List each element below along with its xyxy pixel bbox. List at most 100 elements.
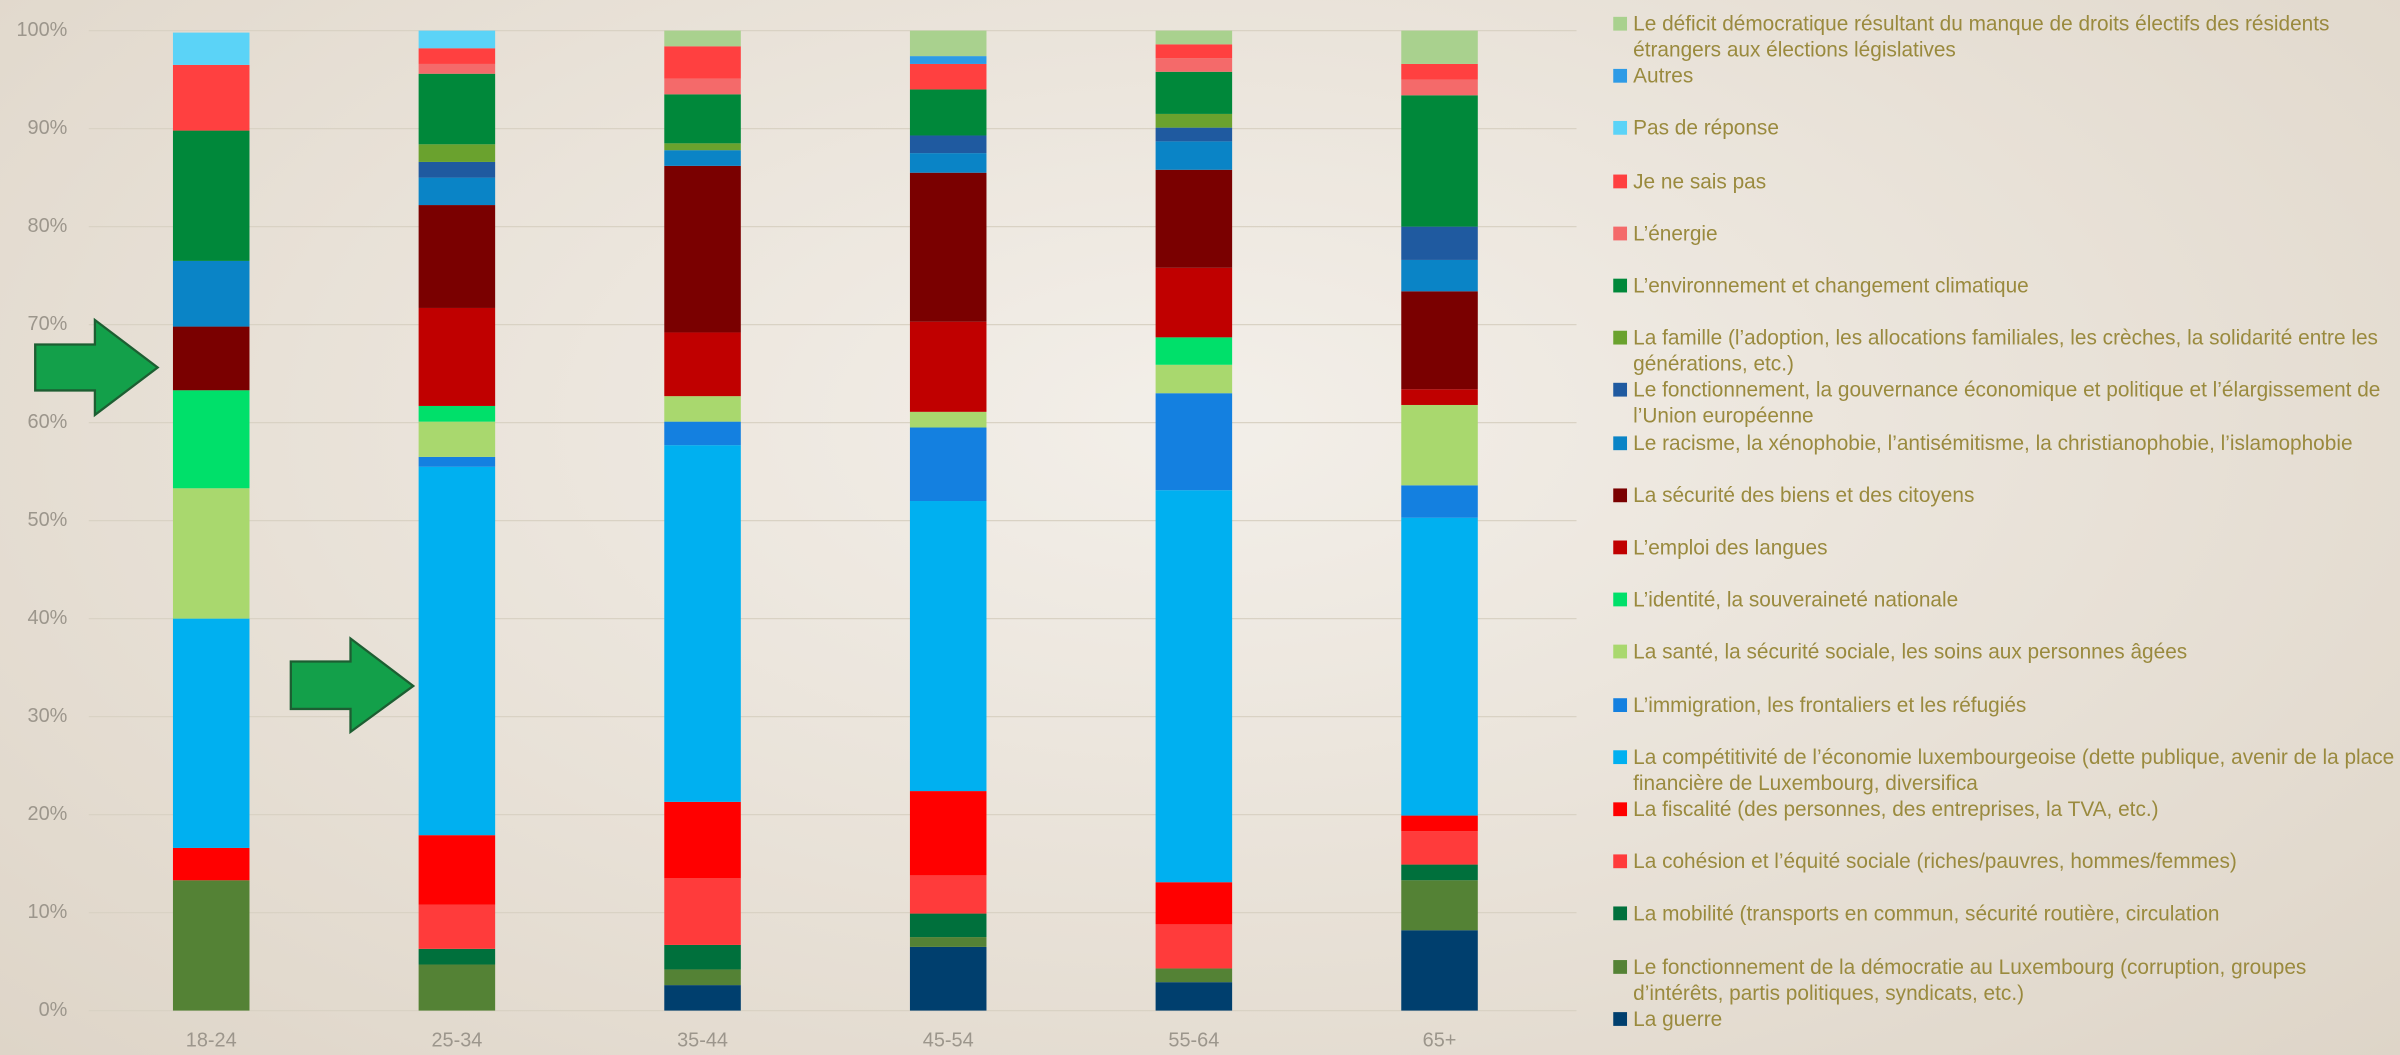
bar-segment [1156, 490, 1233, 882]
bar-segment [664, 79, 741, 95]
legend-item: La guerre [1613, 1006, 2397, 1032]
bar-segment [419, 205, 496, 308]
bar-segment [419, 457, 496, 467]
y-tick-label: 20% [28, 803, 68, 825]
bar-segment [173, 390, 250, 488]
y-tick-label: 60% [28, 411, 68, 433]
bar-segment [1156, 170, 1233, 268]
bar-segment [1401, 389, 1478, 405]
bar-segment [1156, 114, 1233, 128]
bar-segment [1401, 80, 1478, 96]
bar-segment [664, 332, 741, 396]
bar-segment [910, 89, 987, 135]
legend-item: Autres [1613, 63, 2397, 89]
legend-label: Je ne sais pas [1633, 168, 1766, 194]
bar-segment [1401, 865, 1478, 881]
y-tick-label: 40% [28, 607, 68, 629]
legend-label: L’immigration, les frontaliers et les ré… [1633, 691, 2026, 717]
legend-swatch [1613, 698, 1627, 712]
bar-segment [664, 969, 741, 985]
legend-label: Le racisme, la xénophobie, l’antisémitis… [1633, 430, 2352, 456]
bar-segment [1156, 982, 1233, 1010]
legend-item: Le déficit démocratique résultant du man… [1613, 11, 2397, 63]
bar-segment [419, 406, 496, 422]
legend-swatch [1613, 279, 1627, 293]
bar-segment [419, 162, 496, 178]
bar-segment [173, 65, 250, 131]
legend-swatch [1613, 122, 1627, 136]
bar-segment [419, 178, 496, 205]
legend-label: L’environnement et changement climatique [1633, 273, 2029, 299]
legend-item: L’environnement et changement climatique [1613, 273, 2397, 299]
legend-label: Pas de réponse [1633, 115, 1779, 141]
bar-segment [1156, 268, 1233, 338]
bar-segment [1401, 816, 1478, 832]
bar-segment [664, 396, 741, 421]
bar-segment [1156, 141, 1233, 169]
legend-item: La famille (l’adoption, les allocations … [1613, 325, 2397, 377]
grid [89, 31, 1577, 1011]
legend-item: La fiscalité (des personnes, des entrepr… [1613, 796, 2397, 822]
legend-label: La santé, la sécurité sociale, les soins… [1633, 639, 2187, 665]
legend-label: L’identité, la souveraineté nationale [1633, 587, 1958, 613]
bar-segment [1401, 405, 1478, 485]
bar-segment [419, 422, 496, 457]
legend-item: La cohésion et l’équité sociale (riches/… [1613, 849, 2397, 875]
bar-segment [910, 791, 987, 875]
y-tick-label: 10% [28, 901, 68, 923]
bar-segment [910, 31, 987, 56]
bar-segment [664, 166, 741, 333]
bar-segment [419, 144, 496, 162]
y-tick-label: 80% [28, 215, 68, 237]
bar-segment [664, 945, 741, 969]
bar-segment [1156, 72, 1233, 114]
y-tick-label: 30% [28, 705, 68, 727]
bar-segment [1156, 128, 1233, 142]
bar-segment [1156, 337, 1233, 364]
legend-item: Le racisme, la xénophobie, l’antisémitis… [1613, 430, 2397, 456]
bar-segment [910, 428, 987, 501]
bar-segment [664, 143, 741, 150]
bar-segment [1401, 260, 1478, 291]
legend-item: L’énergie [1613, 220, 2397, 246]
bar-segment [664, 46, 741, 78]
bar-segment [173, 33, 250, 65]
bar-segment [910, 947, 987, 1011]
legend-item: L’immigration, les frontaliers et les ré… [1613, 691, 2397, 717]
bar-segment [419, 835, 496, 905]
bar-segment [173, 131, 250, 261]
bar-segment [910, 501, 987, 791]
bar-segment [173, 619, 250, 848]
legend-swatch [1613, 17, 1627, 31]
bar-segment [664, 445, 741, 802]
bar-segment [664, 878, 741, 945]
bar-segment [419, 64, 496, 74]
bar-segment [910, 64, 987, 89]
bar-segment [419, 467, 496, 835]
legend-label: Le fonctionnement de la démocratie au Lu… [1633, 953, 2397, 1005]
legend-item: La compétitivité de l’économie luxembour… [1613, 744, 2397, 796]
legend-swatch [1613, 750, 1627, 764]
legend-label: La famille (l’adoption, les allocations … [1633, 325, 2397, 377]
page: 0%10%20%30%40%50%60%70%80%90%100%18-2425… [0, 0, 2400, 1055]
bar-segment [664, 985, 741, 1010]
legend-swatch [1613, 69, 1627, 83]
x-tick-label: 35-44 [677, 1029, 728, 1051]
legend-swatch [1613, 593, 1627, 607]
bar-segment [1156, 393, 1233, 490]
bar-segment [1156, 44, 1233, 58]
bar-segment [419, 965, 496, 1011]
bar-segment [1156, 365, 1233, 393]
bar-segment [910, 914, 987, 938]
x-tick-label: 25-34 [431, 1029, 482, 1051]
legend-label: La sécurité des biens et des citoyens [1633, 482, 1974, 508]
bar-segment [1156, 924, 1233, 968]
bar-segment [173, 327, 250, 391]
legend-label: La compétitivité de l’économie luxembour… [1633, 744, 2397, 796]
bar-segment [1401, 95, 1478, 226]
legend-swatch [1613, 1012, 1627, 1026]
legend-label: Le déficit démocratique résultant du man… [1633, 11, 2397, 63]
legend-item: La sécurité des biens et des citoyens [1613, 482, 2397, 508]
bar-segment [1156, 968, 1233, 982]
